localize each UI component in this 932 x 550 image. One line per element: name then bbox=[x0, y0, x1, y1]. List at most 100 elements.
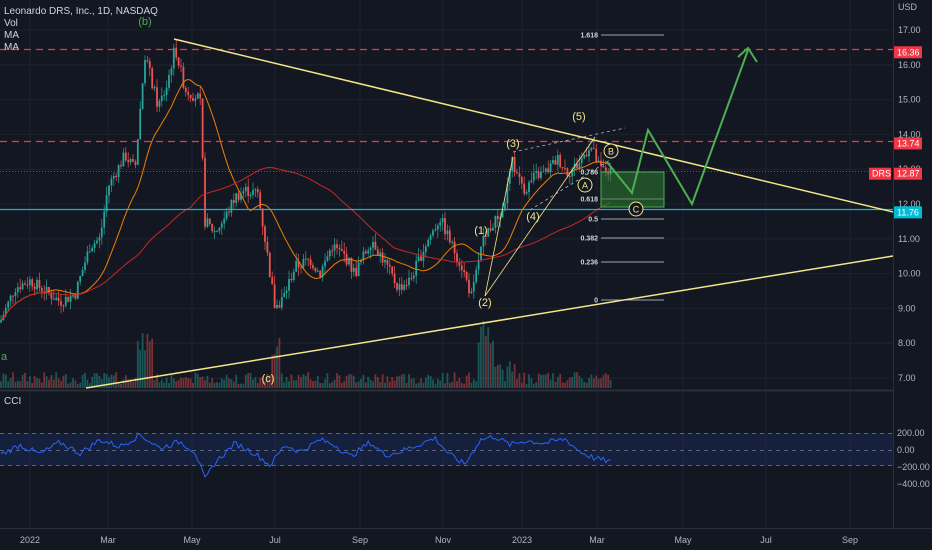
ma-indicator-label-1[interactable]: MA bbox=[4, 30, 19, 41]
candle-body bbox=[266, 241, 269, 253]
volume-bar bbox=[69, 382, 72, 388]
candle-body bbox=[324, 260, 326, 267]
volume-bar bbox=[72, 378, 74, 388]
candle-body bbox=[98, 237, 101, 241]
candle-body bbox=[74, 295, 77, 299]
volume-bar bbox=[213, 382, 216, 388]
time-tick-label: Jul bbox=[269, 535, 281, 545]
projection-path[interactable] bbox=[606, 49, 749, 207]
candle-body bbox=[175, 47, 178, 58]
volume-bar bbox=[429, 375, 432, 388]
volume-bar bbox=[151, 338, 154, 388]
volume-bar bbox=[254, 377, 257, 388]
fibonacci-retracement[interactable]: 1.618 0.786 0.618 0.5 0.382 0.236 0 bbox=[580, 33, 664, 305]
lower-trendline[interactable] bbox=[85, 255, 894, 389]
volume-bar bbox=[146, 333, 149, 388]
volume-bar bbox=[0, 381, 2, 388]
volume-bar bbox=[273, 354, 276, 388]
volume-bar bbox=[398, 375, 401, 388]
volume-bar bbox=[376, 377, 379, 388]
candle-body bbox=[60, 300, 62, 306]
candle-body bbox=[355, 267, 358, 277]
wave-circle bbox=[628, 201, 644, 217]
volume-bar bbox=[499, 364, 502, 388]
volume-bar bbox=[48, 379, 50, 388]
candle-body bbox=[513, 157, 516, 173]
candle-body bbox=[549, 163, 552, 173]
candle-body bbox=[79, 276, 82, 282]
volume-bar bbox=[79, 382, 82, 388]
volume-bar bbox=[482, 320, 485, 388]
volume-bar bbox=[120, 383, 122, 388]
volume-bar bbox=[204, 380, 206, 388]
volume-bar bbox=[38, 378, 41, 388]
time-axis-panel[interactable] bbox=[0, 528, 932, 550]
volume-bar bbox=[180, 377, 182, 388]
volume-bar bbox=[290, 374, 293, 388]
volume-bar bbox=[228, 378, 230, 388]
volume-bar bbox=[326, 373, 329, 388]
volume-bar bbox=[170, 374, 173, 388]
price-tick-label: 16.00 bbox=[898, 60, 921, 70]
fib-level-label: 0.382 bbox=[580, 236, 598, 243]
candle-body bbox=[115, 175, 118, 177]
volume-bar bbox=[93, 373, 96, 388]
candle-body bbox=[48, 286, 50, 294]
wave-label: (c) bbox=[262, 373, 275, 385]
candle-body bbox=[343, 251, 346, 254]
candle-body bbox=[292, 271, 295, 280]
candle-body bbox=[544, 168, 547, 172]
candle-body bbox=[122, 152, 125, 167]
ma-indicator-label-2[interactable]: MA bbox=[4, 42, 19, 53]
candle-body bbox=[271, 277, 274, 285]
price-tick-label: 10.00 bbox=[898, 269, 921, 279]
volume-bar bbox=[276, 346, 278, 388]
volume-bar bbox=[268, 375, 271, 388]
volume-bar bbox=[542, 374, 545, 388]
volume-bar bbox=[211, 378, 214, 388]
volume-bar bbox=[237, 383, 240, 388]
candle-body bbox=[108, 185, 110, 196]
volume-bar bbox=[168, 382, 170, 388]
candles bbox=[0, 40, 612, 324]
cci-band bbox=[0, 433, 893, 466]
symbol-title[interactable]: Leonardo DRS, Inc., 1D, NASDAQ bbox=[4, 6, 158, 17]
candle-body bbox=[187, 92, 190, 95]
candle-body bbox=[427, 239, 430, 247]
cci-indicator-label[interactable]: CCI bbox=[4, 396, 22, 407]
candle-body bbox=[506, 183, 509, 204]
candle-body bbox=[69, 296, 72, 302]
candle-body bbox=[602, 166, 605, 168]
candle-body bbox=[0, 320, 2, 323]
price-tick-label: 9.00 bbox=[898, 303, 916, 313]
cci-tick-label: 0.00 bbox=[897, 445, 915, 455]
candle-body bbox=[379, 252, 382, 255]
volume-bar bbox=[74, 380, 77, 388]
candle-body bbox=[516, 172, 518, 174]
volume-bar bbox=[156, 374, 158, 388]
candle-body bbox=[230, 200, 233, 213]
price-tick-label: 11.00 bbox=[898, 234, 920, 244]
fib-level-label: 0 bbox=[594, 298, 598, 305]
candle-body bbox=[196, 93, 199, 99]
time-tick-label: Mar bbox=[589, 535, 605, 545]
volume-bar bbox=[194, 372, 197, 388]
candle-body bbox=[338, 247, 341, 250]
volume-bar bbox=[410, 378, 413, 388]
candle-body bbox=[436, 225, 439, 230]
volume-bar bbox=[391, 377, 394, 388]
candle-body bbox=[578, 163, 581, 168]
candle-body bbox=[124, 152, 127, 161]
volume-bar bbox=[283, 382, 286, 388]
candle-body bbox=[597, 160, 600, 162]
volume-bar bbox=[26, 381, 29, 388]
volume-bar bbox=[98, 375, 101, 388]
volume-indicator-label[interactable]: Vol bbox=[4, 18, 18, 29]
price-axis-panel[interactable] bbox=[893, 0, 932, 528]
volume-bar bbox=[117, 381, 120, 388]
candle-body bbox=[583, 154, 586, 159]
candle-body bbox=[216, 230, 218, 232]
candle-body bbox=[559, 154, 562, 168]
upper-trendline[interactable] bbox=[173, 38, 894, 213]
